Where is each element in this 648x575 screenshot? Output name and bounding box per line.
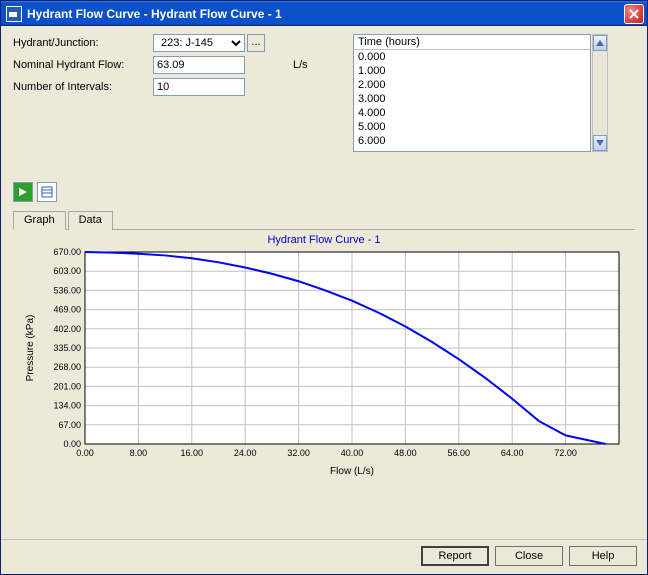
svg-text:268.00: 268.00	[53, 362, 81, 372]
svg-text:201.00: 201.00	[53, 381, 81, 391]
hydrant-select[interactable]: 223: J-145	[153, 34, 245, 52]
svg-text:134.00: 134.00	[53, 401, 81, 411]
content-area: Hydrant/Junction: 223: J-145 ... Nominal…	[1, 26, 647, 539]
time-list-header: Time (hours)	[354, 35, 590, 50]
intervals-label: Number of Intervals:	[13, 81, 153, 93]
time-list-item[interactable]: 2.000	[358, 78, 586, 92]
titlebar: Hydrant Flow Curve - Hydrant Flow Curve …	[1, 1, 647, 26]
time-list-item[interactable]: 3.000	[358, 92, 586, 106]
dialog-window: Hydrant Flow Curve - Hydrant Flow Curve …	[0, 0, 648, 575]
time-list-item[interactable]: 4.000	[358, 106, 586, 120]
scroll-up-icon[interactable]	[593, 35, 607, 51]
window-title: Hydrant Flow Curve - Hydrant Flow Curve …	[27, 7, 624, 21]
scroll-down-icon[interactable]	[593, 135, 607, 151]
form-right: Time (hours) 0.0001.0002.0003.0004.0005.…	[353, 34, 635, 152]
intervals-field: Number of Intervals:	[13, 78, 343, 96]
svg-text:Flow (L/s): Flow (L/s)	[330, 466, 374, 477]
svg-text:64.00: 64.00	[501, 448, 524, 458]
app-icon	[6, 6, 22, 22]
time-list-item[interactable]: 1.000	[358, 64, 586, 78]
svg-text:0.00: 0.00	[76, 448, 94, 458]
svg-text:16.00: 16.00	[181, 448, 204, 458]
toolbar	[13, 182, 635, 202]
hydrant-browse-button[interactable]: ...	[247, 34, 265, 52]
chart-panel: Hydrant Flow Curve - 1 0.00 67.00 134.00 20…	[13, 230, 635, 535]
tab-row: Graph Data	[13, 210, 635, 230]
close-icon[interactable]	[624, 4, 644, 24]
svg-text:603.00: 603.00	[53, 266, 81, 276]
scrollbar[interactable]	[592, 34, 608, 152]
svg-text:402.00: 402.00	[53, 324, 81, 334]
time-list-items: 0.0001.0002.0003.0004.0005.0006.000	[354, 50, 590, 148]
flow-curve-chart: 0.00 67.00 134.00 201.00 268.00 335.00 402.00 4…	[19, 248, 629, 478]
report-button[interactable]: Report	[421, 546, 489, 566]
svg-text:469.00: 469.00	[53, 305, 81, 315]
close-button[interactable]: Close	[495, 546, 563, 566]
nominal-unit: L/s	[293, 59, 308, 71]
form-row: Hydrant/Junction: 223: J-145 ... Nominal…	[13, 34, 635, 152]
svg-text:48.00: 48.00	[394, 448, 417, 458]
svg-text:32.00: 32.00	[287, 448, 310, 458]
svg-text:56.00: 56.00	[448, 448, 471, 458]
svg-text:67.00: 67.00	[58, 420, 81, 430]
options-button[interactable]	[37, 182, 57, 202]
svg-text:72.00: 72.00	[554, 448, 577, 458]
svg-text:670.00: 670.00	[53, 248, 81, 257]
run-button[interactable]	[13, 182, 33, 202]
chart-title: Hydrant Flow Curve - 1	[13, 234, 635, 246]
nominal-label: Nominal Hydrant Flow:	[13, 59, 153, 71]
tab-data[interactable]: Data	[68, 211, 113, 230]
nominal-input[interactable]	[153, 56, 245, 74]
intervals-input[interactable]	[153, 78, 245, 96]
svg-text:536.00: 536.00	[53, 285, 81, 295]
button-bar: Report Close Help	[1, 539, 647, 574]
svg-text:8.00: 8.00	[130, 448, 148, 458]
hydrant-field: Hydrant/Junction: 223: J-145 ...	[13, 34, 343, 52]
svg-text:40.00: 40.00	[341, 448, 364, 458]
time-listbox[interactable]: Time (hours) 0.0001.0002.0003.0004.0005.…	[353, 34, 591, 152]
time-list-item[interactable]: 0.000	[358, 50, 586, 64]
time-list-item[interactable]: 5.000	[358, 120, 586, 134]
svg-text:24.00: 24.00	[234, 448, 257, 458]
svg-text:335.00: 335.00	[53, 343, 81, 353]
form-left: Hydrant/Junction: 223: J-145 ... Nominal…	[13, 34, 343, 152]
hydrant-label: Hydrant/Junction:	[13, 37, 153, 49]
tab-graph[interactable]: Graph	[13, 211, 66, 230]
time-list-item[interactable]: 6.000	[358, 134, 586, 148]
svg-text:Pressure (kPa): Pressure (kPa)	[25, 315, 36, 382]
help-button[interactable]: Help	[569, 546, 637, 566]
nominal-field: Nominal Hydrant Flow: L/s	[13, 56, 343, 74]
